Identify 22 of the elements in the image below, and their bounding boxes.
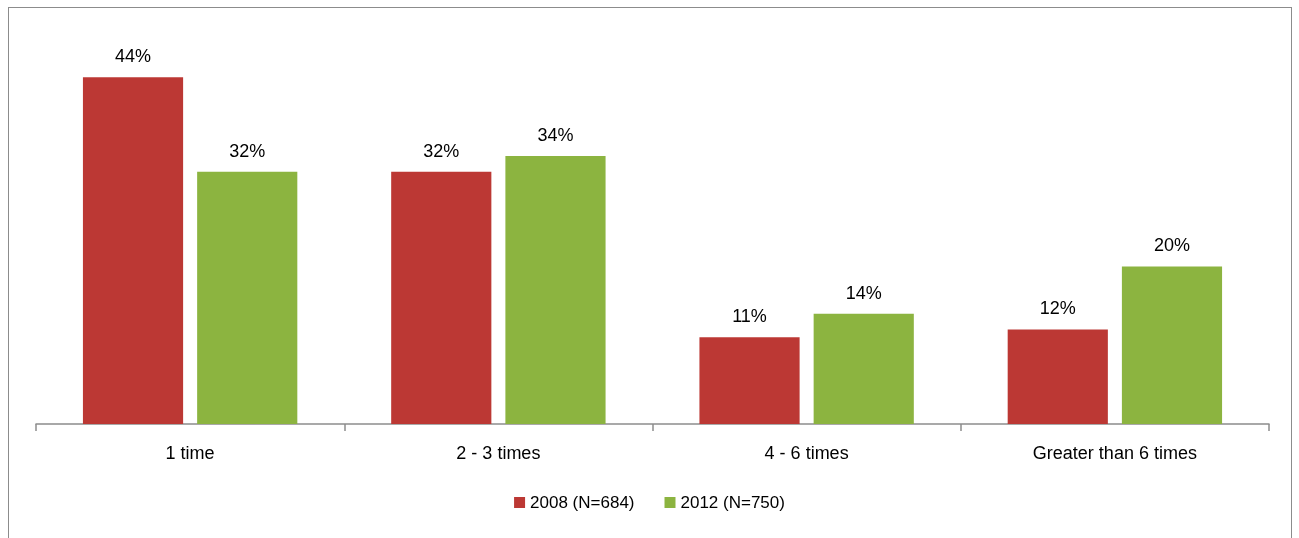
bar (813, 313, 914, 424)
data-label: 34% (537, 125, 574, 146)
bar (391, 171, 492, 424)
x-tick-label: 2 - 3 times (456, 443, 541, 463)
bar (82, 77, 184, 424)
bar (699, 337, 800, 424)
data-label: 20% (1153, 235, 1190, 256)
bar (197, 171, 298, 424)
legend-label: 2012 (N=750) (680, 493, 785, 512)
bar (1121, 266, 1223, 424)
data-label: 32% (423, 140, 460, 161)
bar (505, 156, 606, 424)
data-label: 11% (732, 306, 767, 327)
bar (1007, 329, 1108, 424)
x-tick-label: 1 time (165, 443, 215, 463)
data-label: 32% (229, 140, 266, 161)
data-label: 44% (115, 46, 152, 67)
x-tick-label: 4 - 6 times (764, 443, 849, 463)
x-tick-label: Greater than 6 times (1032, 443, 1197, 463)
data-label: 12% (1039, 298, 1076, 319)
data-label: 14% (845, 282, 882, 303)
legend-label: 2008 (N=684) (530, 493, 635, 512)
